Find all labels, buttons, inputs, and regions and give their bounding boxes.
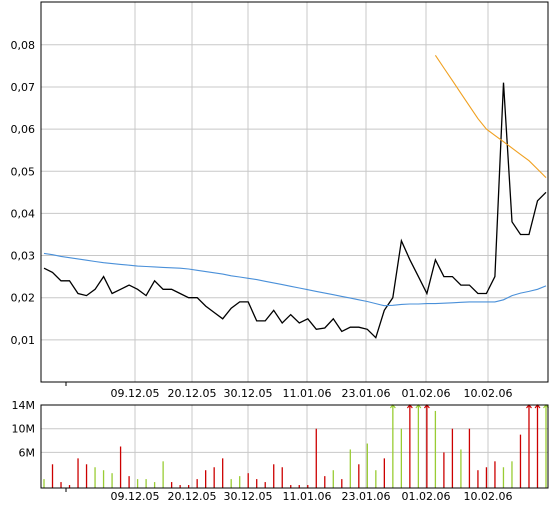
price-x-tick-label: 30.12.05 xyxy=(224,387,273,400)
price-y-tick-label: 0,06 xyxy=(11,123,36,136)
volume-frame xyxy=(40,404,549,489)
price-x-tick-label: 10.02.06 xyxy=(464,387,513,400)
volume-x-tick-label: 20.12.05 xyxy=(168,490,217,503)
volume-x-tick-label: 30.12.05 xyxy=(224,490,273,503)
volume-x-tick-label: 11.01.06 xyxy=(283,490,332,503)
volume-y-tick-label: 14M xyxy=(12,399,36,412)
volume-x-tick-label: 09.12.05 xyxy=(111,490,160,503)
trend-line xyxy=(434,54,547,178)
price-x-tick-label: 11.01.06 xyxy=(283,387,332,400)
price-x-tick-label: 09.12.05 xyxy=(111,387,160,400)
close-price-line xyxy=(43,82,547,339)
volume-y-tick-label: 6M xyxy=(19,446,36,459)
moving-average-line xyxy=(43,252,547,307)
price-y-tick-label: 0,04 xyxy=(11,207,36,220)
price-y-tick-label: 0,08 xyxy=(11,39,36,52)
price-x-ticks: 09.12.05 20.12.05 30.12.05 11.01.06 23.01.06… xyxy=(111,387,513,400)
price-y-tick-label: 0,03 xyxy=(11,250,36,263)
price-y-ticks: 0,01 0,02 0,03 0,04 0,05 0,06 0,07 0,08 xyxy=(11,39,36,347)
price-y-tick-label: 0,05 xyxy=(11,165,36,178)
volume-x-tick-label: 23.01.06 xyxy=(342,490,391,503)
volume-x-tick-label: 01.02.06 xyxy=(402,490,451,503)
price-x-tick-label: 23.01.06 xyxy=(342,387,391,400)
price-x-tick-label: 01.02.06 xyxy=(402,387,451,400)
price-y-tick-label: 0,02 xyxy=(11,292,36,305)
volume-bars xyxy=(43,404,549,488)
volume-y-ticks: 6M 10M 14M xyxy=(12,399,36,459)
price-lines xyxy=(43,54,547,339)
price-x-tick-label: 20.12.05 xyxy=(168,387,217,400)
price-y-tick-label: 0,07 xyxy=(11,81,36,94)
volume-x-ticks: 09.12.05 20.12.05 30.12.05 11.01.06 23.01.06… xyxy=(111,490,513,503)
price-frame xyxy=(40,1,549,383)
volume-x-tick-label: 10.02.06 xyxy=(464,490,513,503)
volume-y-tick-label: 10M xyxy=(12,423,36,436)
price-grid xyxy=(41,2,548,386)
price-y-tick-label: 0,01 xyxy=(11,334,36,347)
